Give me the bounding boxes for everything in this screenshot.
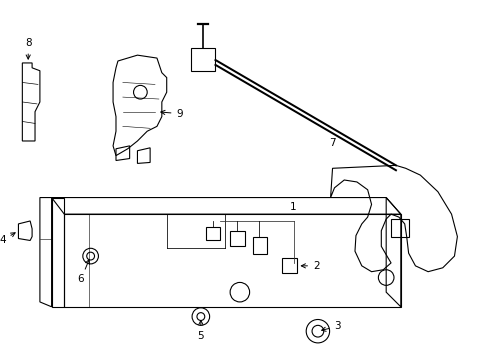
Text: 9: 9 xyxy=(161,109,183,119)
Text: 4: 4 xyxy=(0,233,15,246)
Text: 5: 5 xyxy=(197,320,204,341)
Text: 3: 3 xyxy=(321,321,341,331)
Text: 7: 7 xyxy=(329,138,336,148)
Text: 1: 1 xyxy=(290,202,297,212)
Text: 8: 8 xyxy=(25,39,31,59)
Text: 6: 6 xyxy=(77,260,90,284)
Text: 2: 2 xyxy=(301,261,319,271)
